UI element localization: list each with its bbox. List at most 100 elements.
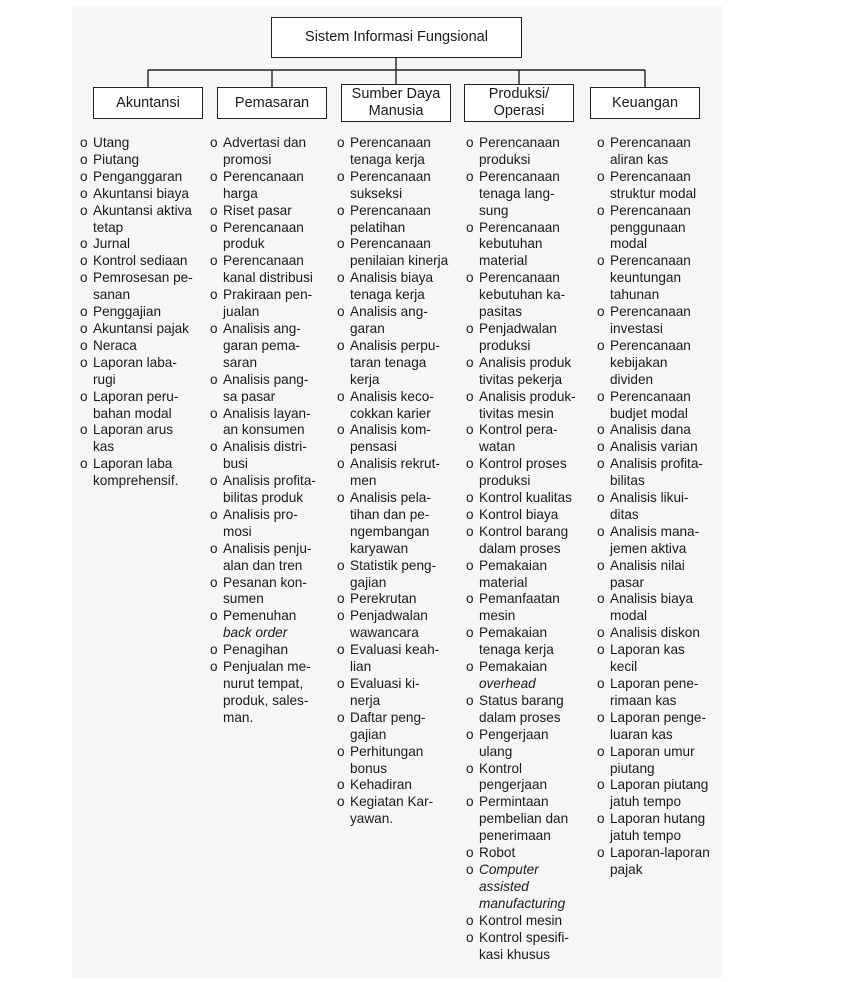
list-item-text: pasitas (479, 304, 523, 320)
list-item-text: Permintaan (479, 794, 549, 810)
list-item-text: sa pasar (223, 388, 276, 404)
list-item: Perekrutan (337, 591, 469, 608)
list-item-text: Perencanaan (610, 253, 691, 269)
list-item-text: Evaluasi ki- (350, 676, 420, 691)
list-item-text: dividen (610, 371, 654, 387)
list-item-text: jatuh tempo (610, 794, 682, 810)
list-item-text: Akuntansi pajak (93, 320, 189, 336)
list-item: Riset pasar (210, 203, 338, 220)
list-item: Analisis pro-mosi (210, 507, 338, 541)
list-item-text: Laporan arus (93, 422, 174, 438)
list-item: Kehadiran (337, 777, 469, 794)
list-item: Analisis distri-busi (210, 439, 338, 473)
list-item-text: dalam proses (479, 709, 561, 725)
list-item-text: ditas (610, 506, 639, 522)
list-item-text: Analisis distri- (223, 439, 307, 455)
list-item-text: rugi (93, 371, 116, 387)
list-item-text: Kehadiran (350, 777, 412, 793)
list-item-text: jemen aktiva (610, 540, 687, 556)
list-item: Penggajian (80, 304, 210, 321)
list-item-text: kebutuhan ka- (479, 287, 566, 303)
list-item-text: Status barang (479, 692, 564, 708)
list-item-text: Perencanaan (223, 168, 304, 184)
category-box-produksi-operasi: Produksi/ Operasi (464, 84, 574, 122)
list-item-text: Laporan piutang (610, 777, 709, 793)
list-item-text: busi (223, 456, 248, 472)
column-produksi-operasi: PerencanaanproduksiPerencanaantenaga lan… (466, 135, 596, 963)
list-item: Akuntansi pajak (80, 321, 210, 338)
list-item-text: kerja (350, 371, 380, 387)
list-item-text: Laporan peru- (93, 388, 179, 404)
list-item-text: kas (93, 439, 115, 455)
list-item: Analisis profita-bilitas produk (210, 473, 338, 507)
list-item-text: ngembangan (350, 523, 430, 539)
list-item-text: material (479, 574, 528, 590)
list-item: Pesanan kon-sumen (210, 575, 338, 609)
list-item-text: Analisis pang- (223, 371, 309, 387)
list-item: Laporan laba-rugi (80, 355, 210, 389)
list-item: Analisis profita-bilitas (597, 456, 725, 490)
list-item: Kontrol sediaan (80, 253, 210, 270)
list-item: Analisis produk-tivitas mesin (466, 389, 596, 423)
list-item-text: Statistik peng- (350, 557, 437, 573)
list-item: Analisis dana (597, 422, 725, 439)
list-item-text: Analisis pro- (223, 506, 298, 522)
list-item-text: Computer (479, 861, 539, 877)
list-item-text: keuntungan (610, 270, 682, 286)
list-item-text: kebutuhan (479, 236, 543, 252)
list-item-text: Perekrutan (350, 591, 417, 607)
list-item: Kontrol mesin (466, 913, 596, 930)
list-item-text: man. (223, 709, 254, 725)
list-item-text: Analisis nilai (610, 557, 685, 573)
list-item: Kontrol biaya (466, 507, 596, 524)
list-item-text: Laporan laba (93, 456, 173, 472)
list-item-text: nurut tempat, (223, 676, 304, 691)
list-item-text: Laporan penge- (610, 709, 706, 725)
list-item-text: Perencanaan (479, 135, 560, 150)
list-item-text: Perhitungan (350, 743, 424, 759)
list-item: Kontrol pera-watan (466, 422, 596, 456)
list-item-text: tenaga lang- (479, 185, 555, 201)
list-item-text: Analisis keco- (350, 388, 434, 404)
list-item-text: Kontrol spesifi- (479, 929, 569, 945)
list-item-text: tenaga kerja (350, 151, 425, 167)
list-item-text: Advertasi dan (223, 135, 307, 150)
list-item-text: Analisis pela- (350, 490, 431, 506)
list-item-text: Laporan laba- (93, 354, 177, 370)
list-item-text: Kontrol barang (479, 523, 569, 539)
list-item-text: Analisis dana (610, 422, 691, 438)
list-item-text: Piutang (93, 151, 140, 167)
list-item-text: bilitas produk (223, 490, 304, 506)
list-item: Statistik peng-gajian (337, 558, 469, 592)
list-item-text: material (479, 253, 528, 269)
list-item-text: tetap (93, 219, 124, 235)
list-item-text: harga (223, 185, 258, 201)
list-item: Analisis mana-jemen aktiva (597, 524, 725, 558)
list-item: Laporan peru-bahan modal (80, 389, 210, 423)
list-item-text: tivitas mesin (479, 405, 554, 421)
list-item-text: Analisis likui- (610, 490, 689, 506)
list-item-text: Laporan kas (610, 642, 685, 658)
list-item-text: sanan (93, 287, 131, 303)
column-pemasaran: Advertasi danpromosiPerencanaanharga Rise… (210, 135, 338, 727)
list-item: Analisis penju-alan dan tren (210, 541, 338, 575)
list-item-text: Kontrol kualitas (479, 490, 572, 506)
list-item-text: sung (479, 202, 509, 218)
list-item-text: Penganggaran (93, 168, 183, 184)
